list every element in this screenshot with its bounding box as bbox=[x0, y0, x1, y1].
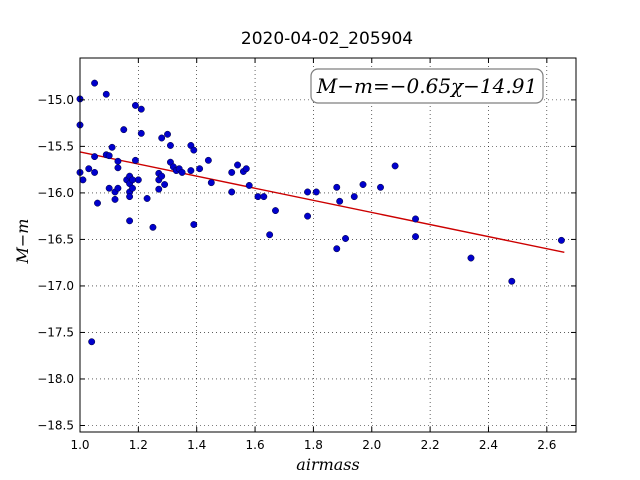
data-point bbox=[105, 152, 113, 160]
data-point bbox=[143, 195, 151, 202]
data-point bbox=[129, 184, 136, 192]
data-point bbox=[158, 134, 166, 142]
data-point bbox=[105, 184, 113, 192]
data-point bbox=[336, 197, 344, 205]
grid-lines bbox=[79, 58, 576, 432]
fit-line-layer bbox=[79, 151, 565, 254]
fit-equation-annotation: M−m=−0.65χ−14.91 bbox=[310, 68, 544, 104]
y-axis-label: M−m bbox=[13, 219, 32, 265]
fit-line bbox=[79, 151, 565, 254]
data-point bbox=[187, 167, 195, 175]
data-point bbox=[228, 168, 236, 176]
x-tick-label: 1.2 bbox=[129, 438, 148, 452]
x-tick-label: 2.6 bbox=[537, 438, 556, 452]
data-point bbox=[79, 176, 87, 184]
axis-ticks: 1.0 1.2 1.4 1.6 1.8 2.0 2.2 2.4 2.6 −15.0 −15.5 −16… bbox=[37, 58, 576, 452]
data-point bbox=[155, 185, 163, 193]
chart-title: 2020-04-02_205904 bbox=[241, 29, 413, 49]
data-point bbox=[190, 146, 198, 154]
data-point bbox=[134, 176, 142, 184]
data-point bbox=[108, 143, 116, 151]
data-point bbox=[196, 165, 204, 173]
data-point bbox=[126, 193, 134, 201]
data-point bbox=[304, 212, 312, 220]
y-tick-label: −17.0 bbox=[37, 279, 74, 293]
data-point bbox=[412, 233, 419, 241]
x-tick-label: 1.4 bbox=[187, 438, 206, 452]
data-point bbox=[333, 183, 341, 191]
data-points bbox=[76, 79, 565, 346]
data-point bbox=[272, 207, 279, 215]
x-tick-label: 2.0 bbox=[362, 438, 381, 452]
x-tick-label: 2.4 bbox=[479, 438, 498, 452]
data-point bbox=[88, 338, 96, 346]
y-tick-label: −16.5 bbox=[37, 232, 74, 246]
data-point bbox=[391, 162, 399, 170]
data-point bbox=[190, 221, 198, 228]
data-point bbox=[467, 254, 475, 262]
data-point bbox=[234, 161, 242, 169]
data-point bbox=[131, 156, 139, 164]
data-point bbox=[204, 156, 212, 164]
plot-area bbox=[79, 57, 577, 433]
data-point bbox=[114, 184, 122, 192]
data-point bbox=[161, 181, 169, 188]
data-point bbox=[114, 157, 122, 165]
y-tick-label: −18.0 bbox=[37, 372, 74, 386]
data-point bbox=[137, 129, 145, 137]
data-point bbox=[131, 101, 139, 109]
y-tick-label: −17.5 bbox=[37, 325, 74, 339]
data-point bbox=[508, 277, 516, 285]
x-tick-label: 1.0 bbox=[70, 438, 89, 452]
data-point bbox=[111, 195, 119, 203]
data-point bbox=[137, 105, 145, 113]
data-point bbox=[94, 199, 101, 207]
data-point bbox=[166, 142, 174, 149]
data-point bbox=[228, 188, 236, 196]
y-tick-label: −16.0 bbox=[37, 186, 74, 200]
x-tick-label: 2.2 bbox=[421, 438, 440, 452]
fit-equation-text: M−m=−0.65χ−14.91 bbox=[316, 74, 537, 98]
data-point bbox=[102, 90, 110, 98]
data-point bbox=[245, 182, 253, 189]
data-point bbox=[164, 130, 171, 138]
y-tick-label: −15.0 bbox=[37, 93, 74, 107]
data-point bbox=[242, 165, 250, 173]
data-point bbox=[85, 165, 93, 173]
data-point bbox=[114, 164, 122, 172]
data-point bbox=[342, 235, 349, 242]
data-point bbox=[312, 188, 320, 196]
x-tick-label: 1.6 bbox=[246, 438, 265, 452]
data-point bbox=[126, 217, 134, 225]
data-point bbox=[120, 126, 128, 134]
data-point bbox=[254, 193, 262, 201]
y-tick-label: −18.5 bbox=[37, 418, 74, 432]
data-point bbox=[91, 153, 99, 161]
x-axis-label: airmass bbox=[296, 455, 359, 474]
data-point bbox=[350, 193, 358, 201]
data-point bbox=[149, 223, 157, 231]
data-point bbox=[178, 168, 186, 176]
data-point bbox=[377, 183, 384, 191]
data-point bbox=[333, 245, 341, 253]
x-tick-label: 1.8 bbox=[304, 438, 323, 452]
data-point bbox=[91, 79, 99, 87]
data-point bbox=[412, 215, 419, 223]
data-point bbox=[158, 172, 166, 180]
data-point bbox=[207, 179, 215, 187]
data-point bbox=[129, 176, 136, 184]
data-point bbox=[359, 181, 367, 188]
data-point bbox=[557, 236, 565, 244]
data-point bbox=[304, 188, 312, 196]
data-point bbox=[260, 193, 268, 201]
data-point bbox=[266, 231, 274, 239]
data-point bbox=[91, 168, 99, 176]
y-tick-label: −15.5 bbox=[37, 139, 74, 153]
